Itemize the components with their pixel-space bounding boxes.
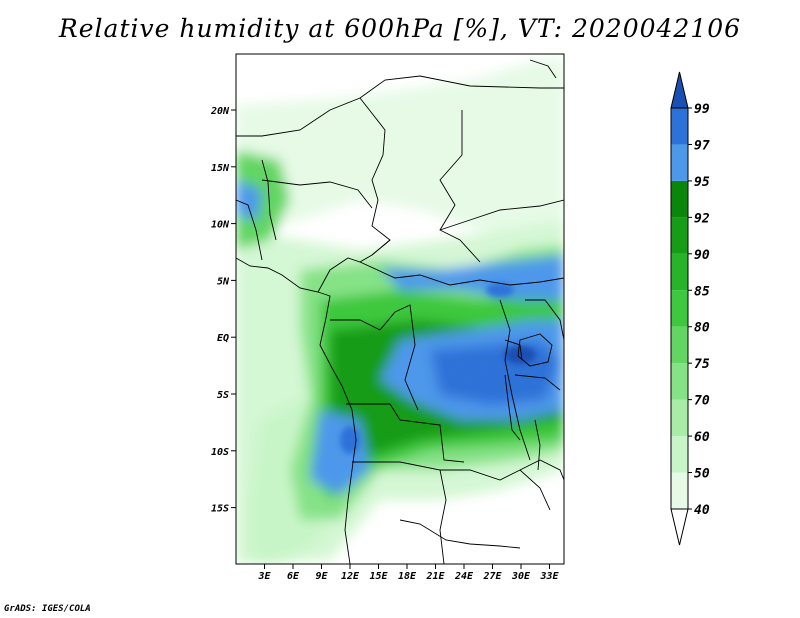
lon-tick-label: 24E [454, 571, 474, 582]
border-chad-east [439, 110, 481, 263]
lat-tick-label: 20N [210, 106, 230, 117]
colorbar-box [671, 290, 688, 327]
border-sudan-south [439, 199, 564, 231]
border-rwanda [504, 339, 523, 361]
colorbar-label: 90 [694, 248, 710, 263]
lon-tick-label: 21E [425, 571, 445, 582]
colorbar-box [671, 399, 688, 437]
lon-tick-label: 27E [482, 571, 502, 582]
border-mozambique [519, 459, 564, 481]
lat-tick-label: 5N [217, 276, 230, 287]
border-nigeria [261, 179, 373, 209]
colorbar-box [671, 253, 688, 291]
colorbar-label: 85 [694, 284, 710, 299]
lake-victoria [517, 333, 553, 367]
colorbar-box [671, 363, 688, 400]
border-west-africa [236, 199, 263, 261]
colorbar-box [671, 217, 688, 254]
border-angola-south [352, 461, 447, 564]
lat-tick-label: 10N [211, 220, 230, 231]
lon-tick-label: 18E [398, 571, 417, 582]
colorbar-label: 80 [694, 321, 710, 336]
colorbar-label: 75 [694, 357, 710, 372]
lat-tick-label: 10S [211, 447, 229, 458]
lake-malawi [534, 419, 541, 471]
coastline [236, 257, 357, 564]
colorbar: 40 50 60 70 75 80 85 90 92 95 97 99 [670, 71, 710, 546]
lon-tick-label: 9E [315, 571, 328, 582]
field-region-blue-west [236, 180, 262, 220]
colorbar-lower-triangle [670, 508, 689, 546]
lat-tick-label: 15S [211, 504, 229, 515]
border-chad-west [359, 97, 391, 256]
field-spot-blue-1 [448, 358, 492, 382]
grads-credit: GrADS: IGES/COLA [4, 604, 91, 614]
colorbar-label: 40 [694, 503, 710, 518]
map-frame [235, 53, 565, 565]
colorbar-box [671, 436, 688, 473]
border-congo [330, 304, 419, 411]
lat-tick-label: 15N [211, 163, 230, 174]
colorbar-box [671, 180, 688, 218]
border-gulf-west [261, 159, 277, 241]
colorbar-label: 60 [694, 430, 710, 445]
border-drc-east [499, 299, 531, 461]
longitude-axis: 3E 6E 9E 12E 15E 18E 21E 24E 27E 30E 33E [257, 564, 560, 582]
colorbar-label: 99 [694, 102, 710, 117]
field-spot-blue-2 [504, 346, 536, 364]
chart-title: Relative humidity at 600hPa [%], VT: 202… [58, 14, 742, 43]
colorbar-box [671, 144, 688, 181]
field-region-blue-band-north [380, 255, 564, 300]
lon-tick-label: 6E [287, 571, 300, 582]
field-region-green-west [236, 150, 290, 250]
latitude-axis: 20N 15N 10N 5N EQ 5S 10S 15S [210, 106, 236, 515]
colorbar-label: 70 [694, 394, 710, 409]
lon-tick-label: 3E [257, 571, 271, 582]
colorbar-box [671, 326, 688, 364]
colorbar-label: 97 [694, 138, 710, 153]
colorbar-box [671, 108, 688, 145]
lon-tick-label: 33E [539, 571, 559, 582]
lon-tick-label: 12E [341, 571, 360, 582]
border-car-south [359, 261, 564, 286]
border-sahel-line [236, 75, 564, 137]
border-namibia [399, 519, 521, 549]
colorbar-label: 50 [694, 467, 710, 482]
border-cameroon [317, 239, 391, 293]
humidity-field [236, 54, 564, 564]
lat-tick-label: 5S [217, 390, 229, 401]
field-region-light-north [236, 58, 564, 240]
lon-tick-label: 30E [511, 571, 531, 582]
border-angola-drc [346, 403, 465, 463]
field-spot-blue-4 [486, 283, 514, 297]
lake-tanganyika [504, 374, 521, 441]
colorbar-upper-triangle [670, 71, 689, 109]
colorbar-label: 95 [694, 175, 710, 190]
border-zambia [440, 469, 551, 511]
lon-tick-label: 15E [369, 571, 388, 582]
border-uganda-kenya [525, 299, 564, 341]
lat-tick-label: EQ [217, 333, 229, 344]
field-spot-blue-3 [340, 426, 360, 454]
colorbar-label: 92 [694, 211, 710, 226]
east-coast [529, 59, 557, 79]
border-tanzania [514, 374, 561, 391]
colorbar-box [671, 472, 688, 509]
country-borders [236, 59, 564, 564]
